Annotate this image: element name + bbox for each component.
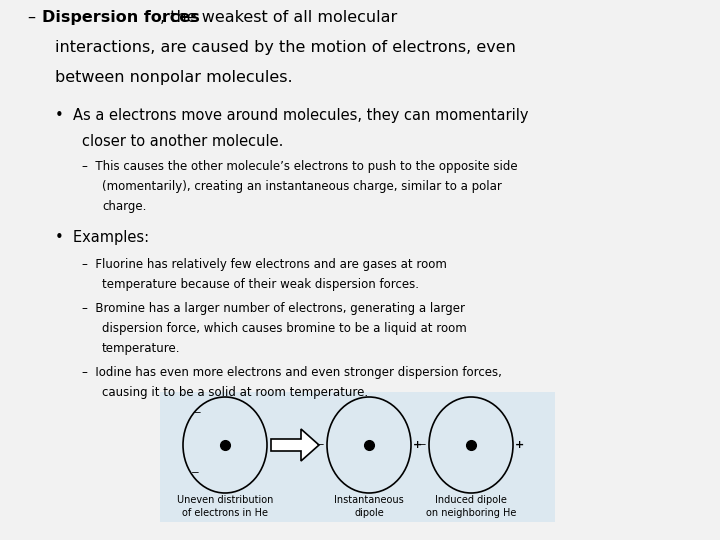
Text: Uneven distribution
of electrons in He: Uneven distribution of electrons in He	[177, 495, 273, 518]
Text: temperature.: temperature.	[102, 342, 181, 355]
Polygon shape	[271, 429, 319, 461]
Text: causing it to be a solid at room temperature.: causing it to be a solid at room tempera…	[102, 386, 368, 399]
Text: –  Fluorine has relatively few electrons and are gases at room: – Fluorine has relatively few electrons …	[82, 258, 447, 271]
Text: •  As a electrons move around molecules, they can momentarily: • As a electrons move around molecules, …	[55, 108, 528, 123]
Text: Instantaneous
dipole: Instantaneous dipole	[334, 495, 404, 518]
Text: between nonpolar molecules.: between nonpolar molecules.	[55, 70, 292, 85]
Text: , the weakest of all molecular: , the weakest of all molecular	[160, 10, 397, 25]
Text: −: −	[418, 440, 426, 450]
Text: closer to another molecule.: closer to another molecule.	[82, 134, 284, 149]
Text: •  Examples:: • Examples:	[55, 230, 149, 245]
Text: interactions, are caused by the motion of electrons, even: interactions, are caused by the motion o…	[55, 40, 516, 55]
Text: –  Iodine has even more electrons and even stronger dispersion forces,: – Iodine has even more electrons and eve…	[82, 366, 502, 379]
Text: −: −	[193, 408, 202, 418]
Text: –: –	[28, 10, 41, 25]
Text: Dispersion forces: Dispersion forces	[42, 10, 199, 25]
Text: –  Bromine has a larger number of electrons, generating a larger: – Bromine has a larger number of electro…	[82, 302, 465, 315]
Text: temperature because of their weak dispersion forces.: temperature because of their weak disper…	[102, 278, 419, 291]
FancyBboxPatch shape	[160, 392, 555, 522]
Text: dispersion force, which causes bromine to be a liquid at room: dispersion force, which causes bromine t…	[102, 322, 467, 335]
Text: (momentarily), creating an instantaneous charge, similar to a polar: (momentarily), creating an instantaneous…	[102, 180, 502, 193]
Text: –  This causes the other molecule’s electrons to push to the opposite side: – This causes the other molecule’s elect…	[82, 160, 518, 173]
Text: +: +	[413, 440, 423, 450]
Text: Induced dipole
on neighboring He: Induced dipole on neighboring He	[426, 495, 516, 518]
Text: +: +	[516, 440, 525, 450]
Text: charge.: charge.	[102, 200, 146, 213]
Text: −: −	[315, 440, 325, 450]
Text: −: −	[191, 468, 199, 478]
